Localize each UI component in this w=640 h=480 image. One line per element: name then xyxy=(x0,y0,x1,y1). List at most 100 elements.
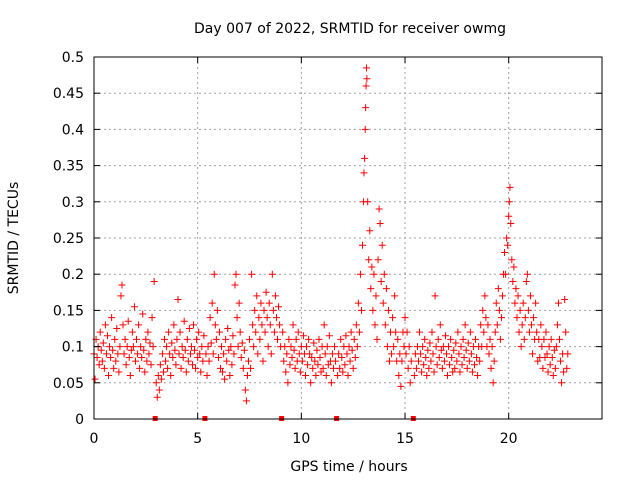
data-point xyxy=(214,353,222,361)
data-point xyxy=(250,343,258,351)
data-point xyxy=(194,353,202,361)
data-point xyxy=(310,339,318,347)
data-point xyxy=(147,361,155,369)
data-point xyxy=(359,241,367,249)
data-point xyxy=(545,343,553,351)
data-point xyxy=(354,299,362,307)
data-point xyxy=(486,335,494,343)
data-point xyxy=(280,357,288,365)
data-point xyxy=(418,368,426,376)
data-point xyxy=(223,357,231,365)
data-point xyxy=(372,292,380,300)
data-point xyxy=(402,350,410,358)
data-point xyxy=(259,357,267,365)
data-point xyxy=(176,328,184,336)
data-point xyxy=(315,335,323,343)
data-point xyxy=(192,364,200,372)
data-point xyxy=(239,364,247,372)
data-point xyxy=(457,343,465,351)
data-point xyxy=(370,270,378,278)
data-point xyxy=(407,357,415,365)
data-point xyxy=(120,350,128,358)
data-point xyxy=(461,321,469,329)
data-point xyxy=(362,82,370,90)
data-point xyxy=(144,328,152,336)
data-point xyxy=(374,256,382,264)
data-point xyxy=(498,292,506,300)
data-point xyxy=(356,270,364,278)
data-point xyxy=(561,296,569,304)
data-point xyxy=(496,335,504,343)
data-point xyxy=(549,372,557,380)
data-point xyxy=(303,343,311,351)
data-point xyxy=(435,353,443,361)
data-point xyxy=(524,306,532,314)
data-point xyxy=(99,339,107,347)
data-point xyxy=(261,328,269,336)
data-point xyxy=(113,325,121,332)
data-point xyxy=(352,321,360,329)
data-point xyxy=(248,270,256,278)
data-point xyxy=(116,343,124,351)
data-point xyxy=(376,220,384,228)
data-point xyxy=(432,343,440,351)
data-point xyxy=(282,368,290,376)
data-point xyxy=(292,335,300,343)
data-point xyxy=(377,277,385,285)
data-point xyxy=(429,350,437,358)
y-tick-label: 0.4 xyxy=(62,122,84,138)
data-point xyxy=(530,314,538,322)
data-point xyxy=(199,357,207,365)
data-point xyxy=(505,198,513,206)
data-point xyxy=(361,154,369,162)
data-point xyxy=(395,372,403,380)
data-point xyxy=(197,368,205,376)
data-point xyxy=(406,379,414,387)
data-point xyxy=(171,346,179,354)
data-point xyxy=(419,343,427,351)
data-point xyxy=(470,361,478,369)
data-point xyxy=(510,263,518,271)
data-point xyxy=(427,357,435,365)
data-point xyxy=(181,346,189,354)
data-point xyxy=(347,328,355,336)
data-point xyxy=(301,372,309,380)
data-point xyxy=(444,372,452,380)
data-point xyxy=(323,343,331,351)
data-point xyxy=(348,346,356,354)
data-point xyxy=(146,339,154,347)
data-point xyxy=(137,343,145,351)
data-point xyxy=(539,364,547,372)
data-point xyxy=(493,321,501,329)
data-point xyxy=(136,364,144,372)
data-point xyxy=(142,335,150,343)
y-tick-label: 0 xyxy=(75,412,84,428)
data-point xyxy=(384,306,392,314)
data-point xyxy=(279,328,287,336)
data-point xyxy=(110,364,118,372)
data-point xyxy=(98,357,106,365)
data-point xyxy=(456,368,464,376)
data-point xyxy=(477,321,485,329)
data-point xyxy=(221,375,229,383)
data-point xyxy=(482,314,490,322)
data-point xyxy=(128,328,136,336)
data-point xyxy=(262,288,270,296)
data-point xyxy=(246,335,254,343)
data-point xyxy=(491,328,499,336)
data-point xyxy=(362,104,370,112)
data-point xyxy=(165,328,173,336)
data-point xyxy=(257,299,265,307)
data-point xyxy=(253,292,261,300)
data-point xyxy=(506,183,514,191)
data-point xyxy=(272,314,280,322)
data-point xyxy=(324,361,332,369)
data-point xyxy=(465,357,473,365)
data-point xyxy=(495,306,503,314)
data-point xyxy=(285,335,293,343)
data-point xyxy=(414,357,422,365)
data-point xyxy=(131,357,139,365)
data-point xyxy=(115,368,123,376)
data-point xyxy=(355,328,363,336)
